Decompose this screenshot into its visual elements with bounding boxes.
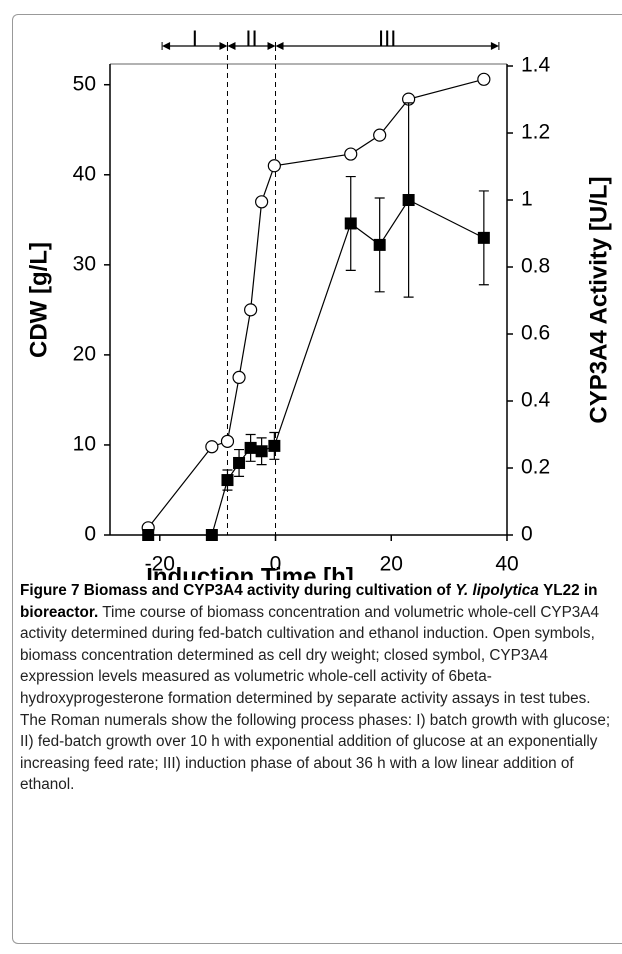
y-tick-label: 0 bbox=[84, 523, 96, 546]
y-tick-label: 10 bbox=[73, 432, 96, 455]
y-tick-label: 20 bbox=[73, 342, 96, 365]
data-point bbox=[244, 441, 257, 454]
x-tick-label: 40 bbox=[495, 553, 518, 576]
data-point bbox=[402, 194, 415, 207]
y2-tick-label: 0.8 bbox=[521, 255, 550, 278]
arrowhead bbox=[162, 42, 228, 50]
x-tick-label: -20 bbox=[145, 553, 175, 576]
chart: Induction Time [h] CDW [g/L] CYP3A4 Acti… bbox=[25, 26, 612, 580]
panel-border bbox=[12, 14, 622, 944]
x-axis-label: Induction Time [h] bbox=[146, 563, 354, 580]
data-point bbox=[267, 159, 281, 173]
y2-tick-label: 1.2 bbox=[521, 121, 550, 144]
caption-text: Time course of biomass concentration and… bbox=[20, 603, 611, 794]
data-point bbox=[373, 128, 387, 142]
data-point bbox=[255, 445, 268, 458]
caption-title-italic: Y. lipolytica bbox=[455, 582, 539, 599]
caption: Figure 7 Biomass and CYP3A4 activity dur… bbox=[20, 580, 616, 796]
data-point bbox=[233, 456, 246, 469]
y2-tick-label: 1 bbox=[521, 188, 533, 211]
y-tick-label: 50 bbox=[73, 72, 96, 95]
caption-title: YL22 in bioreactor. bbox=[20, 582, 598, 621]
y2-tick-label: 0.2 bbox=[521, 456, 550, 479]
caption-label: Figure 7 bbox=[20, 582, 80, 599]
y-tick-label: 30 bbox=[73, 252, 96, 275]
phase-label: III bbox=[378, 26, 396, 51]
y-axis-label: CDW [g/L] bbox=[25, 242, 52, 358]
caption-title: Biomass and CYP3A4 activity during culti… bbox=[83, 582, 451, 599]
y2-axis-label: CYP3A4 Activity [U/L] bbox=[585, 176, 612, 423]
data-point bbox=[477, 72, 491, 86]
data-point bbox=[344, 217, 357, 230]
y2-tick-label: 0.4 bbox=[521, 389, 551, 412]
data-point bbox=[205, 529, 218, 541]
data-point bbox=[221, 474, 234, 487]
y2-tick-label: 0.6 bbox=[521, 322, 550, 345]
y-tick-label: 40 bbox=[73, 162, 96, 185]
phase-label: I bbox=[192, 26, 198, 51]
data-point bbox=[477, 231, 490, 244]
phase-label: II bbox=[245, 26, 257, 51]
data-point bbox=[220, 434, 235, 448]
x-tick-label: 20 bbox=[380, 553, 403, 576]
data-point bbox=[344, 147, 358, 161]
y2-tick-label: 1.4 bbox=[521, 54, 551, 77]
data-point bbox=[142, 529, 155, 541]
series-line bbox=[148, 199, 485, 536]
data-point bbox=[232, 370, 246, 384]
y2-tick-label: 0 bbox=[521, 523, 533, 546]
data-point bbox=[205, 440, 219, 454]
series-line bbox=[147, 78, 485, 529]
data-point bbox=[268, 439, 281, 452]
data-point bbox=[244, 303, 258, 317]
data-point bbox=[373, 238, 386, 251]
x-tick-label: 0 bbox=[270, 553, 282, 576]
data-point bbox=[255, 195, 269, 209]
